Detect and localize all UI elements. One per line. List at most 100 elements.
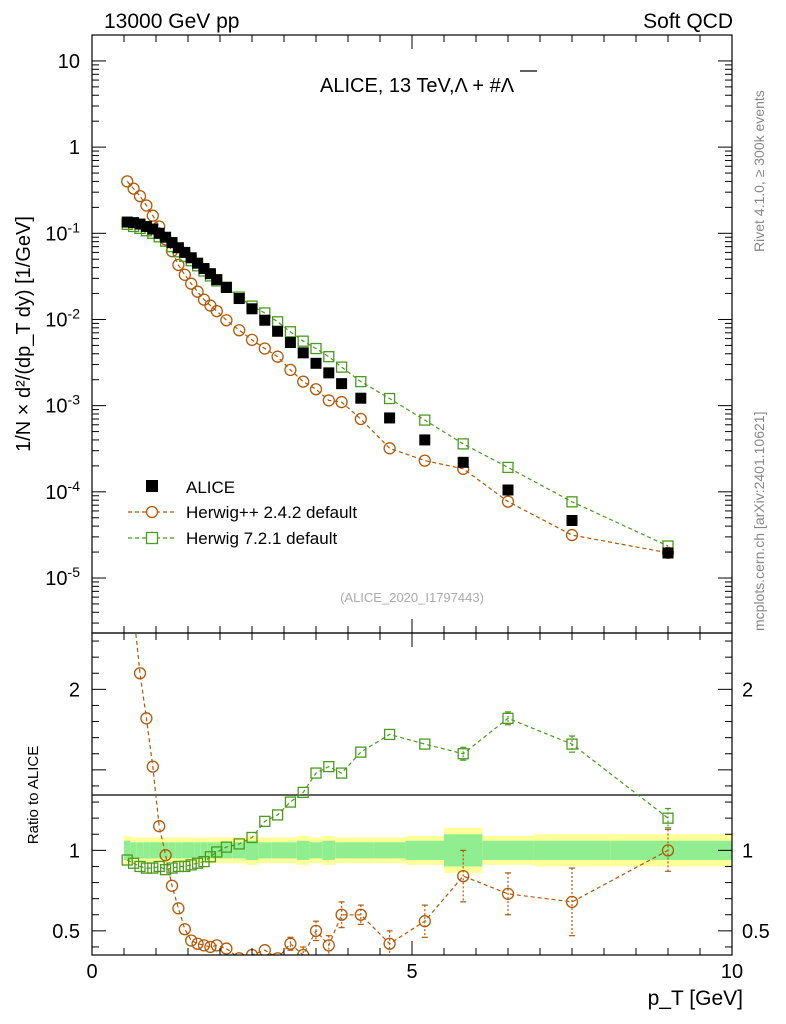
- ratio-point-herwigpp: [284, 937, 297, 950]
- ratio-point-herwig7: [419, 738, 431, 750]
- data-point-alice: [160, 231, 172, 243]
- main-panel: 10 1 10-1 10-2 10-3 10-4 10-5 ALICE, 13 TeV,Λ …: [45, 34, 733, 634]
- ratio-point-herwigpp: [501, 887, 515, 900]
- ratio-point-herwig7: [355, 746, 367, 758]
- ratio-point-herwig7: [127, 857, 140, 869]
- ratio-point-herwig7: [259, 815, 271, 828]
- data-point-herwigpp: [297, 375, 310, 388]
- uncertainty-band-inner: [188, 842, 195, 859]
- data-point-herwigpp: [191, 285, 204, 298]
- data-point-alice: [134, 218, 146, 230]
- ratio-point-herwigpp: [322, 939, 335, 952]
- data-point-alice: [323, 367, 335, 379]
- data-point-alice: [246, 303, 258, 315]
- ratio-y-tick-label-right: 2: [742, 679, 753, 701]
- legend-marker-alice: [146, 480, 158, 492]
- data-point-herwigpp: [178, 268, 191, 281]
- data-point-herwigpp: [501, 495, 515, 508]
- ratio-point-herwig7: [233, 838, 245, 850]
- data-point-herwig7: [297, 335, 309, 347]
- ratio-point-herwigpp: [258, 944, 271, 955]
- ratio-point-herwig7: [457, 748, 469, 760]
- data-point-herwigpp: [133, 189, 147, 203]
- y-tick-label: 10-5: [45, 564, 80, 590]
- uncertainty-band-inner: [405, 840, 444, 861]
- data-point-herwigpp: [220, 314, 233, 327]
- ratio-point-herwig7: [310, 767, 322, 779]
- ratio-y-tick-label-right: 0.5: [742, 921, 770, 943]
- uncertainty-band-inner: [284, 842, 297, 859]
- data-point-herwig7: [502, 461, 514, 474]
- ratio-point-herwigpp: [233, 952, 245, 955]
- data-point-alice: [185, 252, 197, 264]
- data-point-alice: [153, 227, 165, 239]
- data-point-alice: [233, 293, 245, 305]
- ratio-point-herwigpp: [128, 607, 139, 618]
- ratio-point-herwigpp: [122, 531, 133, 542]
- data-point-alice: [172, 242, 184, 254]
- legend: ALICE Herwig++ 2.4.2 default Herwig 7.2.…: [128, 478, 357, 548]
- header-left: 13000 GeV pp: [104, 10, 239, 33]
- data-point-alice: [297, 347, 309, 359]
- x-tick-label: 0: [86, 961, 97, 983]
- data-point-herwig7: [566, 496, 578, 508]
- uncertainty-band-inner: [220, 842, 233, 859]
- uncertainty-band-inner: [610, 840, 732, 861]
- ratio-point-herwigpp: [354, 908, 367, 921]
- ratio-point-herwigpp: [146, 760, 159, 773]
- ratio-point-herwigpp: [185, 934, 198, 947]
- data-point-alice: [419, 434, 431, 446]
- ratio-point-herwigpp: [133, 667, 147, 680]
- ratio-point-herwig7: [179, 860, 191, 873]
- data-point-alice: [457, 456, 469, 468]
- analysis-id: (ALICE_2020_I1797443): [340, 590, 484, 605]
- ratio-point-herwigpp: [178, 923, 191, 936]
- ratio-point-herwigpp: [418, 915, 431, 928]
- ratio-point-herwig7: [172, 860, 185, 873]
- data-point-alice: [384, 412, 396, 424]
- ratio-y-tick-label: 1: [69, 840, 80, 862]
- data-point-herwigpp: [146, 209, 159, 222]
- ratio-point-herwig7: [153, 860, 165, 873]
- data-point-herwigpp: [309, 383, 323, 396]
- ratio-point-herwigpp: [153, 820, 166, 833]
- uncertainty-band-inner: [194, 842, 201, 859]
- uncertainty-band-inner: [143, 842, 150, 859]
- ratio-point-herwig7: [191, 857, 204, 869]
- data-point-alice: [128, 217, 140, 229]
- uncertainty-band-inner: [232, 842, 246, 859]
- ratio-point-herwigpp: [565, 895, 579, 909]
- ratio-point-herwigpp: [165, 879, 179, 892]
- uncertainty-band-inner: [124, 840, 131, 861]
- data-point-alice: [140, 220, 152, 232]
- ratio-point-herwigpp: [191, 937, 204, 950]
- plot-title: ALICE, 13 TeV,Λ + #Λ: [320, 75, 515, 97]
- ratio-point-herwigpp: [204, 940, 217, 954]
- data-point-herwigpp: [418, 454, 431, 467]
- data-point-herwigpp: [127, 182, 140, 195]
- series-line: [126, 181, 669, 554]
- ratio-y-tick-label-right: 1: [742, 840, 753, 862]
- uncertainty-band-inner: [482, 840, 534, 861]
- uncertainty-band-inner: [207, 842, 214, 859]
- ratio-point-herwig7: [335, 767, 348, 779]
- data-point-herwig7: [323, 351, 335, 363]
- data-point-alice: [272, 325, 284, 337]
- data-point-alice: [259, 314, 271, 326]
- data-point-herwigpp: [322, 394, 335, 407]
- data-point-alice: [147, 223, 159, 235]
- y-tick-label: 10-1: [45, 219, 80, 245]
- x-axis-title: p_T [GeV]: [648, 987, 743, 1010]
- ratio-point-herwig7: [662, 812, 674, 824]
- data-point-herwigpp: [185, 277, 198, 290]
- data-point-alice: [220, 281, 232, 293]
- rivet-version-text: Rivet 4.1.0, ≥ 300k events: [751, 90, 767, 252]
- ratio-point-herwig7: [297, 786, 309, 799]
- ratio-point-herwigpp: [457, 869, 470, 883]
- data-point-herwig7: [383, 392, 396, 405]
- uncertainty-band-inner: [175, 842, 182, 859]
- ratio-point-herwigpp: [140, 712, 153, 725]
- data-point-herwigpp: [245, 333, 259, 347]
- ratio-plot-frame: [91, 632, 733, 956]
